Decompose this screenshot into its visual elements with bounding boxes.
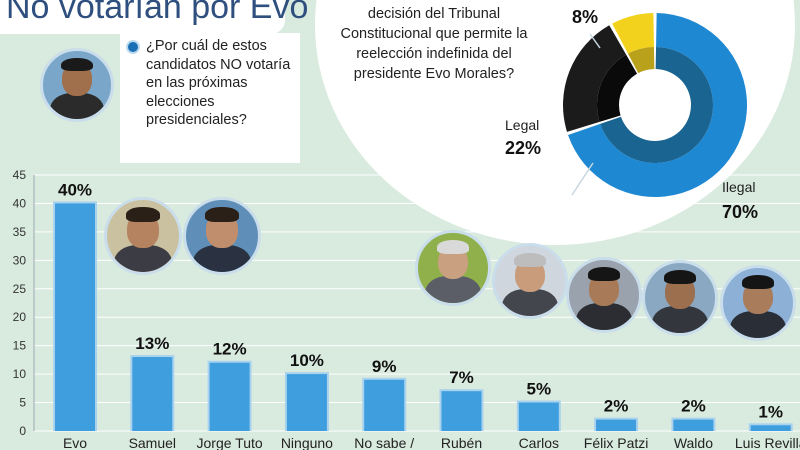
y-tick-label: 20 xyxy=(13,310,27,324)
bar-4 xyxy=(364,379,405,431)
y-tick-label: 5 xyxy=(19,396,26,410)
avatar-carlos xyxy=(492,243,568,319)
title-box: No votarían por Evo xyxy=(0,0,308,34)
avatar-evo xyxy=(40,48,114,122)
donut-slice-0-inner xyxy=(600,47,713,164)
bar-5 xyxy=(441,391,482,431)
category-label: Samuel xyxy=(129,435,176,450)
bar-value-label: 1% xyxy=(758,402,783,421)
avatar-ruben xyxy=(415,230,491,306)
y-tick-label: 25 xyxy=(13,282,27,296)
category-label: Waldo xyxy=(674,435,713,450)
donut-value-small: 8% xyxy=(572,7,599,27)
bar-value-label: 9% xyxy=(372,357,397,376)
y-tick-label: 0 xyxy=(19,424,26,438)
donut-question: decisión del Tribunal Constitucional que… xyxy=(340,6,528,82)
bullet-icon xyxy=(126,40,140,54)
bar-value-label: 13% xyxy=(135,334,169,353)
category-label: Evo xyxy=(63,435,87,450)
category-label: Luis Revilla xyxy=(735,435,800,450)
avatar-samuel xyxy=(104,197,182,275)
bar-1 xyxy=(132,357,173,431)
bar-value-label: 12% xyxy=(213,340,247,359)
bar-value-label: 2% xyxy=(681,397,706,416)
page-title: No votarían por Evo xyxy=(6,0,309,26)
bar-8 xyxy=(673,419,714,431)
avatar-waldo xyxy=(642,260,718,336)
bar-value-label: 2% xyxy=(604,397,629,416)
donut-slice-1-outer xyxy=(563,25,627,132)
bar-6 xyxy=(518,402,559,431)
question-box: ¿Por cuál de estos candidatos NO votaría… xyxy=(120,33,300,163)
donut-value-legal: 22% xyxy=(505,138,542,158)
y-tick-label: 15 xyxy=(13,339,27,353)
question-text: ¿Por cuál de estos candidatos NO votaría… xyxy=(146,38,291,128)
avatar-luis xyxy=(720,265,796,341)
avatar-felix xyxy=(566,257,642,333)
y-tick-label: 35 xyxy=(13,225,27,239)
donut-label-ilegal: Ilegal xyxy=(722,179,756,195)
category-label: Félix Patzi xyxy=(584,435,649,450)
avatar-jorge xyxy=(183,197,261,275)
bar-9 xyxy=(750,425,791,431)
category-label: Carlos xyxy=(519,435,559,450)
y-tick-label: 45 xyxy=(13,168,27,182)
donut-label-legal: Legal xyxy=(505,117,540,133)
bar-2 xyxy=(209,362,250,431)
y-tick-label: 30 xyxy=(13,253,27,267)
donut-hole xyxy=(620,70,690,140)
donut-slice-0-outer xyxy=(568,13,747,197)
category-label: No sabe / xyxy=(354,435,414,450)
category-label: Ninguno xyxy=(281,435,333,450)
connector-small xyxy=(589,33,601,49)
bar-0 xyxy=(55,203,95,431)
bar-value-label: 10% xyxy=(290,351,324,370)
category-label: Rubén xyxy=(441,435,482,450)
donut-slice-2-inner xyxy=(627,47,655,74)
donut-slice-2-outer xyxy=(612,13,654,54)
bar-value-label: 7% xyxy=(449,368,474,387)
bar-3 xyxy=(286,374,327,431)
category-label: Jorge Tuto xyxy=(197,435,263,450)
y-tick-label: 10 xyxy=(13,367,27,381)
bar-7 xyxy=(596,419,637,431)
bar-value-label: 40% xyxy=(58,180,92,199)
y-tick-label: 40 xyxy=(13,196,27,210)
bar-value-label: 5% xyxy=(527,380,552,399)
connector-legal xyxy=(571,162,594,196)
donut-value-ilegal: 70% xyxy=(722,202,759,222)
donut-slice-1-inner xyxy=(597,54,638,122)
